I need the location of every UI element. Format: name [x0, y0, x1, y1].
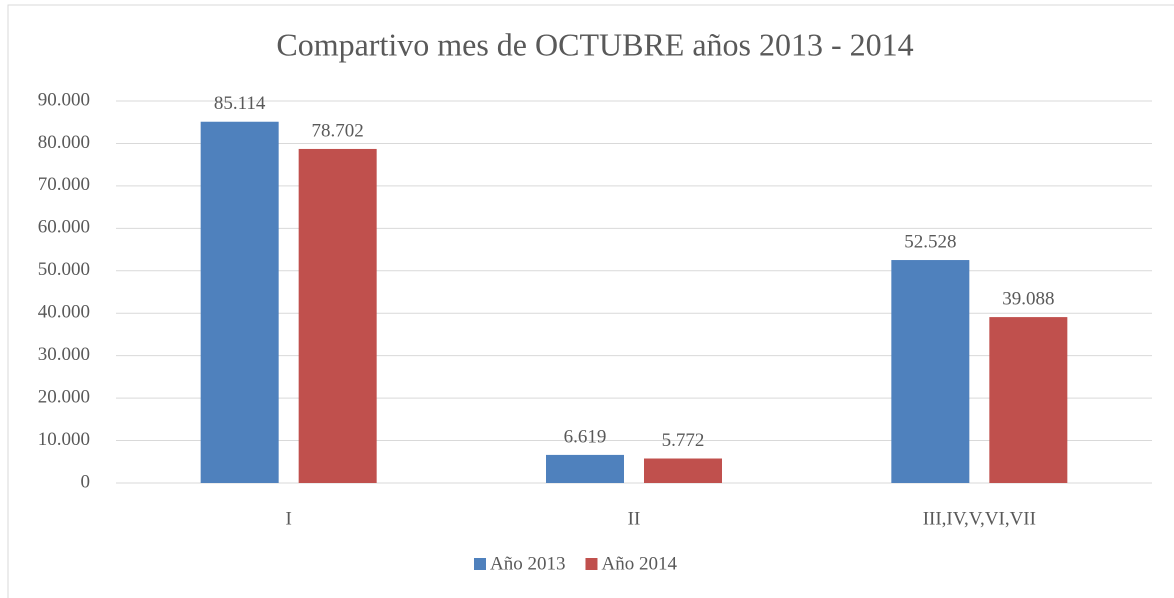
y-tick-label: 50.000 — [38, 259, 90, 280]
y-tick-label: 20.000 — [38, 386, 90, 407]
legend-swatch — [474, 558, 486, 570]
bar — [200, 121, 279, 484]
data-label: 78.702 — [312, 120, 364, 141]
x-tick-label: I — [286, 508, 292, 529]
y-tick-label: 30.000 — [38, 344, 90, 365]
y-tick-label: 10.000 — [38, 429, 90, 450]
bar — [891, 260, 970, 483]
data-label: 39.088 — [1002, 288, 1054, 309]
y-tick-label: 0 — [81, 471, 91, 492]
data-label: 85.114 — [214, 93, 266, 114]
y-tick-label: 40.000 — [38, 302, 90, 323]
chart-frame — [7, 4, 1174, 598]
data-label: 52.528 — [904, 231, 956, 252]
y-tick-label: 80.000 — [38, 132, 90, 153]
bar — [644, 458, 722, 483]
data-label: 5.772 — [662, 430, 705, 451]
y-tick-label: 70.000 — [38, 174, 90, 195]
chart-title: Compartivo mes de OCTUBRE años 2013 - 20… — [276, 26, 913, 62]
y-tick-label: 60.000 — [38, 217, 90, 238]
data-label: 6.619 — [564, 426, 607, 447]
legend-swatch — [585, 558, 598, 570]
x-tick-label: II — [628, 508, 641, 529]
legend-label: Año 2013 — [490, 553, 565, 574]
bar — [546, 454, 624, 483]
y-tick-label: 90.000 — [38, 89, 90, 110]
bar — [989, 317, 1068, 483]
bar — [298, 148, 377, 483]
x-tick-label: III,IV,V,VI,VII — [923, 508, 1036, 529]
legend-label: Año 2014 — [601, 553, 677, 574]
